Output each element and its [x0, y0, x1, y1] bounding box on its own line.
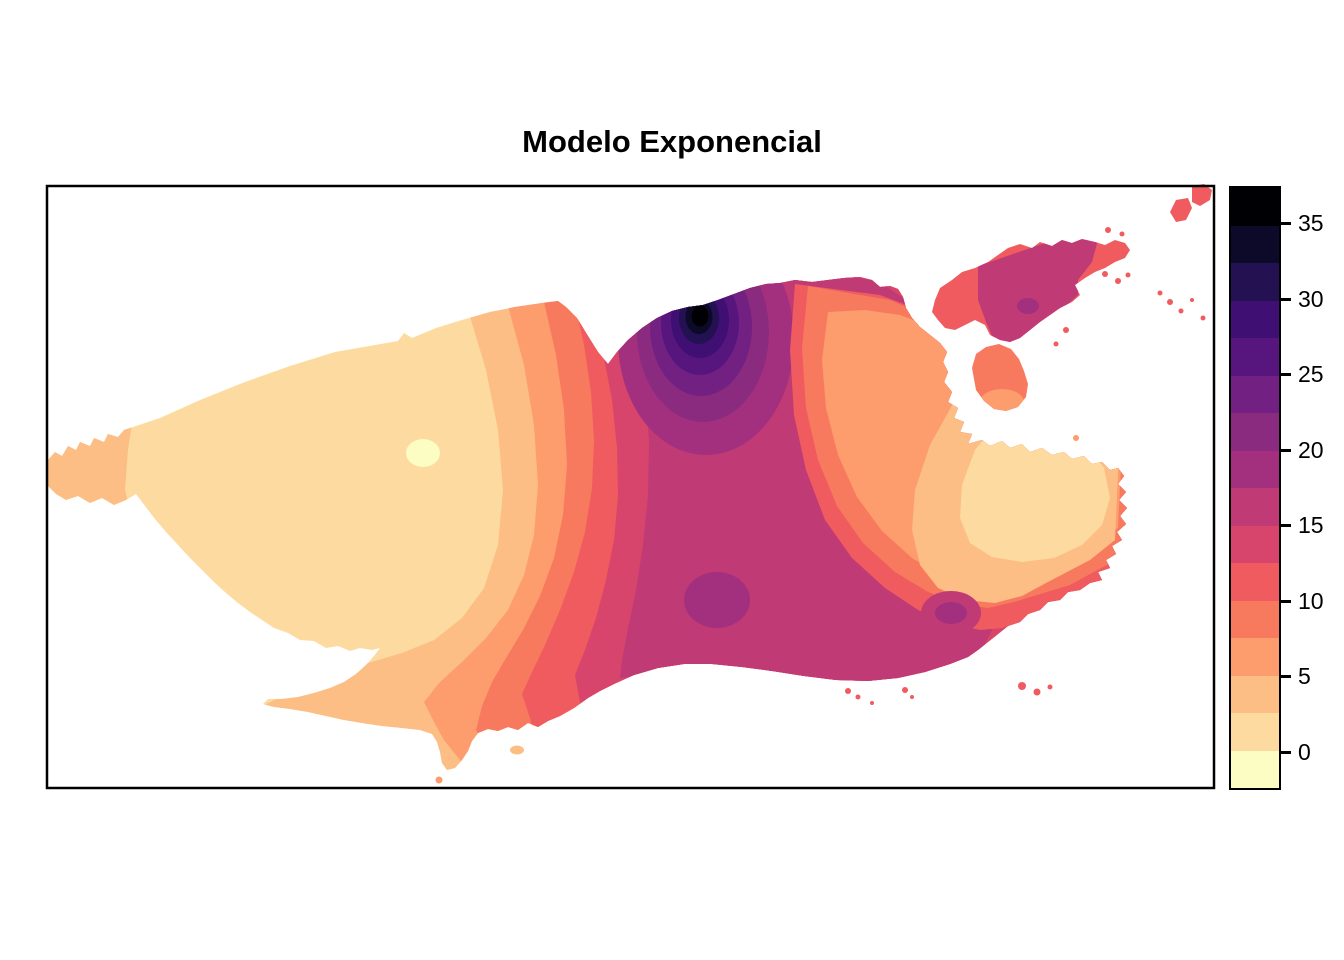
- governador-island-high-region: [978, 238, 1098, 343]
- legend-tick-label: 10: [1298, 590, 1344, 613]
- islet: [1105, 227, 1111, 233]
- islet: [1115, 278, 1121, 284]
- legend-band: [1231, 713, 1279, 751]
- legend-band: [1231, 413, 1279, 451]
- islet: [1190, 298, 1194, 302]
- secondary-high-blob-1: [684, 572, 750, 628]
- islet: [1073, 435, 1079, 441]
- islet: [1201, 316, 1206, 321]
- secondary-high-blob-2: [935, 602, 967, 624]
- legend-tick: [1281, 449, 1291, 452]
- islet: [1034, 689, 1041, 696]
- fundao-island-low-part: [980, 389, 1024, 415]
- islet: [870, 701, 874, 705]
- legend-tick-label: 25: [1298, 363, 1344, 386]
- legend-band: [1231, 676, 1279, 714]
- islet: [845, 688, 851, 694]
- legend-tick-label: 15: [1298, 514, 1344, 537]
- paqueta-island-south: [1170, 198, 1192, 222]
- legend-band: [1231, 188, 1279, 226]
- islet: [1054, 342, 1059, 347]
- islet: [1126, 273, 1131, 278]
- islet: [1063, 327, 1069, 333]
- legend-band: [1231, 563, 1279, 601]
- legend-band: [1231, 451, 1279, 489]
- islet: [1167, 299, 1173, 305]
- legend-band: [1231, 638, 1279, 676]
- legend-tick: [1281, 373, 1291, 376]
- islet: [436, 777, 443, 784]
- paqueta-island-north: [1192, 184, 1212, 206]
- hotspot-core-maximum: [692, 306, 709, 327]
- legend-band: [1231, 226, 1279, 264]
- legend-tick-label: 0: [1298, 741, 1344, 764]
- governador-island-purple-spot: [1017, 298, 1039, 314]
- legend-tick-label: 20: [1298, 439, 1344, 462]
- legend-tick: [1281, 222, 1291, 225]
- legend-band: [1231, 488, 1279, 526]
- islet: [856, 695, 861, 700]
- islet: [1048, 685, 1053, 690]
- contour-band-minimum-spot: [406, 439, 440, 467]
- islet: [1158, 291, 1163, 296]
- legend-tick: [1281, 524, 1291, 527]
- islet: [1102, 271, 1108, 277]
- legend-band: [1231, 526, 1279, 564]
- legend-tick-label: 5: [1298, 665, 1344, 688]
- legend-band: [1231, 263, 1279, 301]
- figure-canvas: Modelo Exponencial: [0, 0, 1344, 960]
- legend-tick: [1281, 751, 1291, 754]
- legend-band: [1231, 301, 1279, 339]
- legend-colorbar: [1229, 186, 1281, 790]
- governador-island-detail: [978, 238, 1098, 343]
- islet: [1018, 682, 1026, 690]
- legend-band: [1231, 376, 1279, 414]
- islet: [1120, 232, 1125, 237]
- legend-band: [1231, 338, 1279, 376]
- islet: [510, 746, 524, 755]
- islet: [1179, 309, 1184, 314]
- legend-tick: [1281, 600, 1291, 603]
- legend-tick: [1281, 298, 1291, 301]
- legend-band: [1231, 601, 1279, 639]
- legend-tick: [1281, 675, 1291, 678]
- islet: [910, 695, 914, 699]
- islet: [902, 687, 908, 693]
- legend-band: [1231, 751, 1279, 789]
- legend-tick-label: 30: [1298, 288, 1344, 311]
- contour-map: [0, 0, 1344, 960]
- legend-tick-label: 35: [1298, 212, 1344, 235]
- contour-band-west-tip: [40, 400, 135, 528]
